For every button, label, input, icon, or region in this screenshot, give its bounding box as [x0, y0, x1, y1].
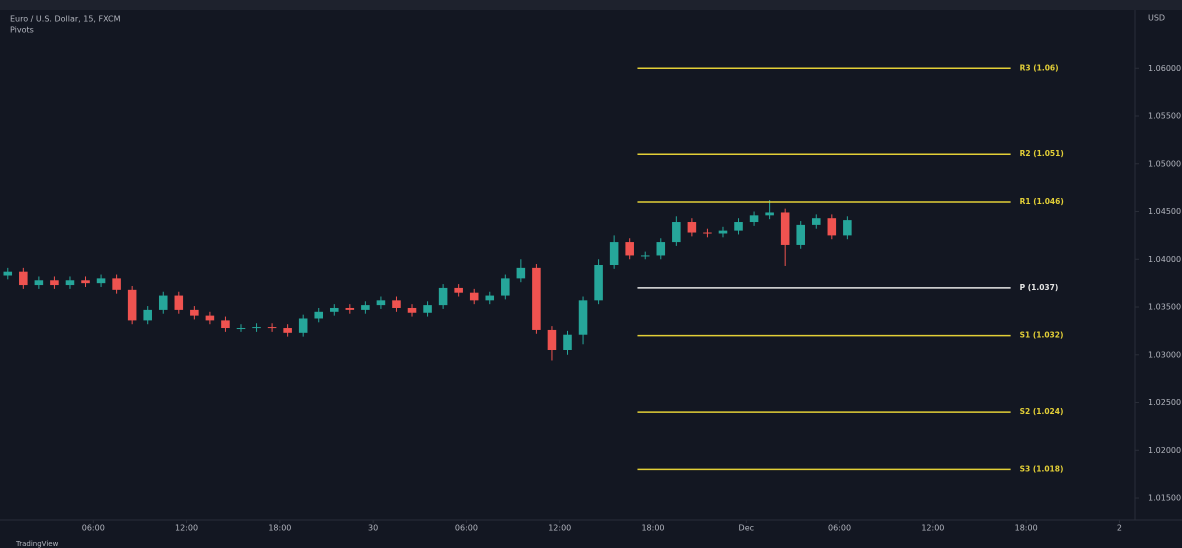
candle-body — [796, 224, 805, 245]
pivot-label: R3 (1.06) — [1020, 63, 1059, 72]
candle-body — [112, 278, 121, 290]
y-tick-label: 1.06000 — [1148, 64, 1181, 73]
y-tick-label: 1.02500 — [1148, 398, 1181, 407]
candle-body — [594, 265, 603, 301]
x-tick-label: 18:00 — [641, 524, 664, 533]
candle-body — [143, 309, 152, 321]
x-tick-label: 30 — [368, 524, 378, 533]
candle-body — [407, 307, 417, 313]
candle-body — [718, 230, 728, 234]
x-tick-label: 12:00 — [921, 524, 944, 533]
y-tick-label: 1.03500 — [1148, 303, 1181, 312]
y-tick-label: 1.04500 — [1148, 207, 1181, 216]
candle-body — [687, 222, 697, 233]
candle-body — [3, 271, 13, 276]
candle-body — [625, 242, 634, 256]
x-tick-label: Dec — [739, 524, 754, 533]
candle-body — [236, 328, 246, 330]
candle-body — [376, 300, 386, 306]
candle-body — [609, 242, 619, 265]
candle-body — [392, 300, 401, 308]
candle-body — [283, 328, 292, 333]
candle-body — [174, 295, 184, 310]
candle-body — [656, 242, 666, 256]
candle-body — [843, 220, 852, 236]
candle-body — [811, 218, 821, 225]
candle-body — [765, 212, 774, 216]
candle-body — [361, 305, 370, 310]
top-bar — [0, 0, 1182, 10]
candle-body — [438, 287, 448, 306]
x-tick-label: 06:00 — [828, 524, 851, 533]
candle-body — [703, 232, 712, 234]
y-tick-label: 1.02000 — [1148, 446, 1181, 455]
x-tick-label: 2 — [1117, 524, 1122, 533]
candle-body — [345, 307, 355, 310]
candle-body — [34, 280, 44, 286]
x-tick-label: 06:00 — [455, 524, 478, 533]
x-tick-label: 12:00 — [175, 524, 198, 533]
pivot-label: P (1.037) — [1020, 283, 1059, 292]
pivot-label: S2 (1.024) — [1020, 407, 1064, 416]
candle-body — [81, 280, 90, 284]
indicator-name: Pivots — [10, 26, 34, 35]
pivot-label: S3 (1.018) — [1020, 464, 1064, 473]
candle-body — [563, 334, 572, 350]
candle-body — [749, 215, 759, 223]
candle-body — [298, 318, 308, 333]
candle-body — [734, 222, 743, 231]
pivot-label: R2 (1.051) — [1020, 149, 1064, 158]
candle-body — [640, 255, 650, 257]
candle-body — [547, 329, 557, 350]
candle-body — [96, 278, 106, 284]
candle-body — [330, 307, 339, 312]
chart-title: Euro / U.S. Dollar, 15, FXCM — [10, 15, 121, 24]
candle-body — [501, 278, 510, 296]
candle-body — [50, 280, 59, 286]
currency-label: USD — [1148, 14, 1165, 23]
candle-body — [267, 327, 277, 329]
candle-body — [672, 222, 681, 243]
candle-body — [827, 218, 837, 236]
candle-body — [532, 267, 541, 330]
candle-body — [516, 267, 526, 279]
x-tick-label: 06:00 — [82, 524, 105, 533]
candle-body — [127, 289, 137, 321]
candle-body — [485, 295, 495, 301]
candle-body — [19, 271, 28, 286]
candle-body — [158, 295, 168, 310]
candle-body — [578, 300, 588, 335]
candle-body — [190, 309, 199, 316]
x-tick-label: 18:00 — [1015, 524, 1038, 533]
candle-body — [454, 287, 463, 293]
y-tick-label: 1.04000 — [1148, 255, 1181, 264]
candle-body — [252, 327, 261, 329]
candle-body — [423, 305, 432, 313]
footer-brand: TradingView — [15, 540, 59, 548]
pivot-label: S1 (1.032) — [1020, 331, 1064, 340]
candle-body — [780, 212, 790, 245]
y-tick-label: 1.05500 — [1148, 112, 1181, 121]
candle-body — [314, 311, 324, 319]
y-tick-label: 1.01500 — [1148, 494, 1181, 503]
candle-body — [65, 280, 75, 286]
pivot-label: R1 (1.046) — [1020, 197, 1064, 206]
x-tick-label: 12:00 — [548, 524, 571, 533]
candle-body — [205, 315, 215, 321]
candle-body — [469, 292, 479, 301]
x-tick-label: 18:00 — [268, 524, 291, 533]
y-tick-label: 1.03000 — [1148, 350, 1181, 359]
candle-body — [221, 320, 230, 329]
y-tick-label: 1.05000 — [1148, 159, 1181, 168]
